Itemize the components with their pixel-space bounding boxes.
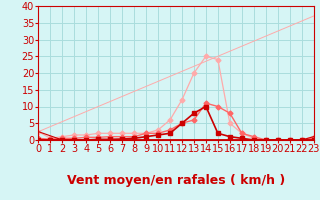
X-axis label: Vent moyen/en rafales ( km/h ): Vent moyen/en rafales ( km/h ) <box>67 174 285 187</box>
